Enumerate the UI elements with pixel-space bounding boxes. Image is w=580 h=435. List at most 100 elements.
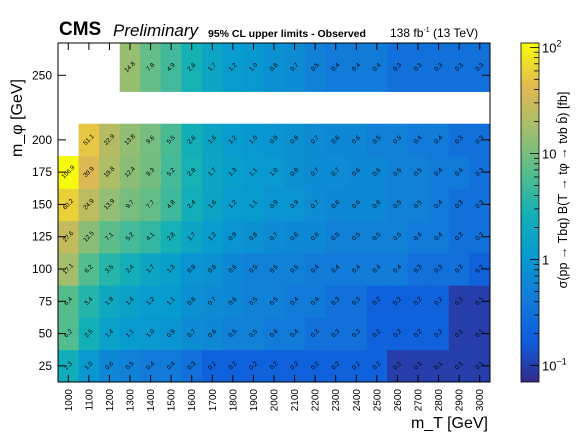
cell-value-label: 1.7	[207, 61, 218, 72]
cell-value-label: 0.3	[413, 263, 424, 274]
heatmap-cell	[284, 252, 306, 286]
heatmap-cell	[119, 156, 141, 189]
heatmap-cell	[428, 349, 450, 383]
heatmap-cell	[263, 317, 285, 351]
cell-value-label: 7.8	[145, 61, 156, 72]
cell-value-label: 1.0	[269, 166, 280, 177]
heatmap-cell	[99, 156, 121, 189]
cell-value-label: 0.8	[186, 295, 197, 306]
cell-value-label: 0.5	[310, 61, 321, 72]
heatmap-cell	[469, 317, 491, 351]
heatmap-cell	[181, 317, 203, 351]
cell-value-label: 1.1	[125, 328, 136, 339]
heatmap-cell	[346, 156, 368, 189]
heatmap-cell	[346, 285, 368, 318]
cell-value-label: 0.6	[330, 199, 341, 210]
cell-value-label: 0.8	[289, 134, 300, 145]
cell-value-label: 1.2	[145, 295, 156, 306]
heatmap-cell	[304, 349, 326, 383]
heatmap-cell	[304, 317, 326, 351]
cell-value-label: 0.1	[474, 360, 485, 371]
cell-value-label: 0.4	[433, 134, 444, 145]
cell-value-label: 0.5	[351, 231, 362, 242]
cell-value-label: 0.7	[310, 134, 321, 145]
heatmap-cell	[119, 317, 141, 351]
cell-value-label: 0.2	[433, 295, 444, 306]
heatmap-cell	[160, 285, 182, 318]
cell-value-label: 0.6	[227, 263, 238, 274]
heatmap-cell	[325, 156, 347, 189]
heatmap-cell	[469, 188, 491, 222]
x-tick-label: 1200	[105, 389, 116, 412]
cell-value-label: 0.2	[351, 360, 362, 371]
cell-value-label: 0.9	[269, 134, 280, 145]
cell-value-label: 0.9	[289, 199, 300, 210]
cell-value-label: 0.6	[351, 134, 362, 145]
y-axis: 25 50 75 100 125 150 175 200 250	[32, 68, 490, 373]
cell-value-label: 0.6	[351, 199, 362, 210]
colorbar: 10−1 1 10 102	[520, 38, 567, 383]
cell-value-label: 1.1	[248, 166, 259, 177]
heatmap-cell	[78, 285, 100, 318]
heatmap-cell	[366, 156, 388, 189]
x-axis-title: m_T [GeV]	[411, 415, 488, 432]
cell-value-label: 0.5	[125, 360, 136, 371]
cell-value-label: 0.2	[371, 328, 382, 339]
heatmap-cell	[346, 188, 368, 222]
x-tick-label: 2500	[372, 389, 383, 412]
heatmap-cell	[78, 188, 100, 222]
cell-value-label: 0.4	[433, 199, 444, 210]
cell-value-label: 0.5	[227, 328, 238, 339]
heatmap-cell	[202, 188, 224, 222]
heatmap-cell	[119, 188, 141, 222]
heatmap-cell	[407, 123, 429, 157]
heatmap-cell	[284, 156, 306, 189]
cell-value-label: 1.3	[227, 166, 238, 177]
cell-value-label: 5.5	[166, 134, 177, 145]
heatmap-cell	[387, 317, 409, 351]
cell-value-label: 0.4	[330, 263, 341, 274]
cell-value-label: 1.9	[104, 295, 115, 306]
cell-value-label: 1.2	[227, 61, 238, 72]
heatmap-cell	[387, 188, 409, 222]
heatmap-cell	[407, 188, 429, 222]
cell-value-label: 1.2	[227, 199, 238, 210]
heatmap-cell	[387, 349, 409, 383]
heatmap-cell	[304, 123, 326, 157]
x-tick-label: 1600	[187, 389, 198, 412]
cell-value-label: 0.9	[186, 263, 197, 274]
cell-value-label: 5.2	[125, 231, 136, 242]
heatmap-cell	[243, 43, 265, 92]
heatmap-cell	[284, 43, 306, 92]
heatmap-cell	[58, 349, 80, 383]
cell-value-label: 2.8	[186, 61, 197, 72]
heatmap-cell	[325, 285, 347, 318]
cell-value-label: 2.8	[186, 166, 197, 177]
colorbar-tick-label: 1	[542, 253, 549, 268]
heatmap-cell	[346, 252, 368, 286]
cell-value-label: 0.2	[330, 360, 341, 371]
heatmap-cell	[407, 349, 429, 383]
cell-value-label: 0.9	[166, 328, 177, 339]
heatmap-cell	[469, 285, 491, 318]
cell-value-label: 0.5	[289, 263, 300, 274]
cell-value-label: 7.7	[145, 199, 156, 210]
cell-value-label: 1.7	[186, 231, 197, 242]
cell-value-label: 0.3	[310, 328, 321, 339]
heatmap-cell	[140, 123, 162, 157]
heatmap-cell	[387, 220, 409, 254]
cell-value-label: 1.0	[145, 328, 156, 339]
heatmap-cell	[428, 156, 450, 189]
heatmap-cell	[160, 317, 182, 351]
cell-value-label: 0.5	[371, 134, 382, 145]
heatmap-cell	[140, 252, 162, 286]
heatmap-cell	[407, 156, 429, 189]
luminosity-label: 138 fb-1 (13 TeV)	[390, 26, 478, 40]
heatmap-cell	[325, 188, 347, 222]
cell-value-label: 0.6	[207, 328, 218, 339]
x-tick-label: 1900	[249, 389, 260, 412]
heatmap-cell	[119, 220, 141, 254]
x-tick-label: 1300	[126, 389, 137, 412]
heatmap-cell	[181, 285, 203, 318]
heatmap-cell	[366, 317, 388, 351]
